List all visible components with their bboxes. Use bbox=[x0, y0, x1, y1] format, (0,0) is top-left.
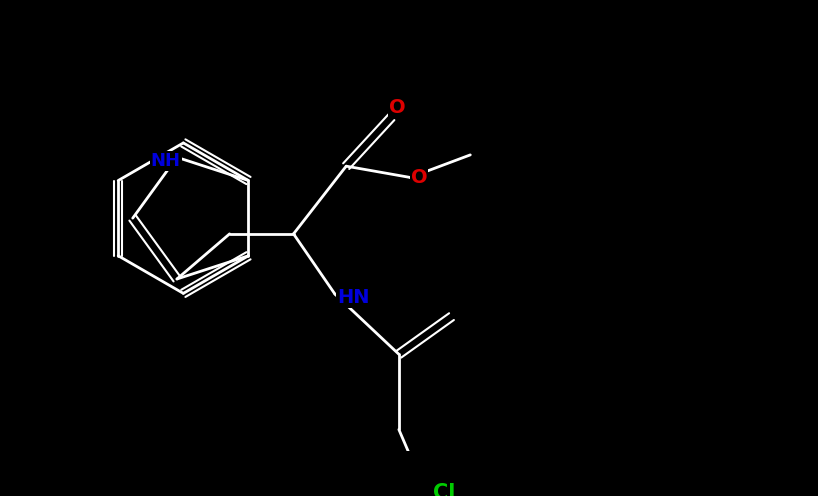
Text: O: O bbox=[389, 98, 406, 117]
Text: Cl: Cl bbox=[433, 484, 455, 496]
Text: O: O bbox=[411, 168, 428, 187]
Text: HN: HN bbox=[338, 288, 370, 308]
Text: NH: NH bbox=[151, 152, 181, 170]
